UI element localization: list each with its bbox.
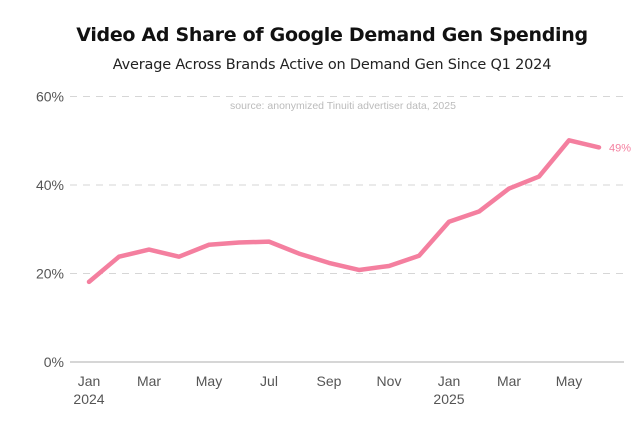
x-tick-label: Jan (78, 373, 101, 389)
y-tick-label: 0% (44, 354, 64, 370)
chart-title: Video Ad Share of Google Demand Gen Spen… (76, 24, 588, 46)
x-tick-label: Jul (260, 373, 278, 389)
y-tick-label: 40% (36, 177, 64, 193)
x-tick-label: May (196, 373, 222, 389)
x-tick-year-label: 2025 (433, 391, 464, 407)
x-tick-label: Mar (497, 373, 521, 389)
x-axis-ticks: Jan 2024 Mar May Jul Sep Nov Jan 2025 Mar May (73, 373, 582, 407)
x-tick-year-label: 2024 (73, 391, 104, 407)
x-tick-label: May (556, 373, 582, 389)
x-tick-label: Mar (137, 373, 161, 389)
chart-subtitle: Average Across Brands Active on Demand G… (112, 57, 552, 73)
x-tick-label: Sep (317, 373, 342, 389)
series-line (86, 138, 602, 285)
source-annotation: source: anonymized Tinuiti advertiser da… (230, 100, 456, 112)
x-tick-label: Nov (377, 373, 402, 389)
end-value-label: 49% (609, 142, 631, 154)
y-axis-ticks: 0% 20% 40% 60% (36, 89, 64, 371)
x-tick-label: Jan (438, 373, 461, 389)
y-tick-label: 20% (36, 266, 64, 282)
gridlines (70, 96, 624, 363)
y-tick-label: 60% (36, 89, 64, 105)
series-group: 49% (86, 138, 631, 285)
